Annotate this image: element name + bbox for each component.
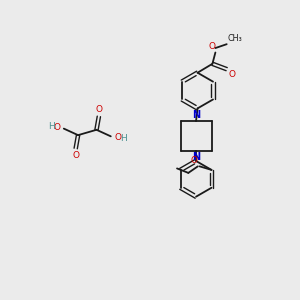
Text: O: O [191, 156, 198, 165]
Text: O: O [114, 133, 121, 142]
Text: O: O [72, 151, 79, 160]
Text: H: H [120, 134, 126, 142]
Text: O: O [53, 123, 60, 132]
Text: N: N [192, 110, 200, 120]
Text: O: O [208, 42, 215, 51]
Text: O: O [229, 70, 236, 79]
Text: H: H [48, 122, 55, 131]
Text: N: N [192, 152, 200, 162]
Text: CH₃: CH₃ [228, 34, 243, 43]
Text: O: O [95, 105, 102, 114]
